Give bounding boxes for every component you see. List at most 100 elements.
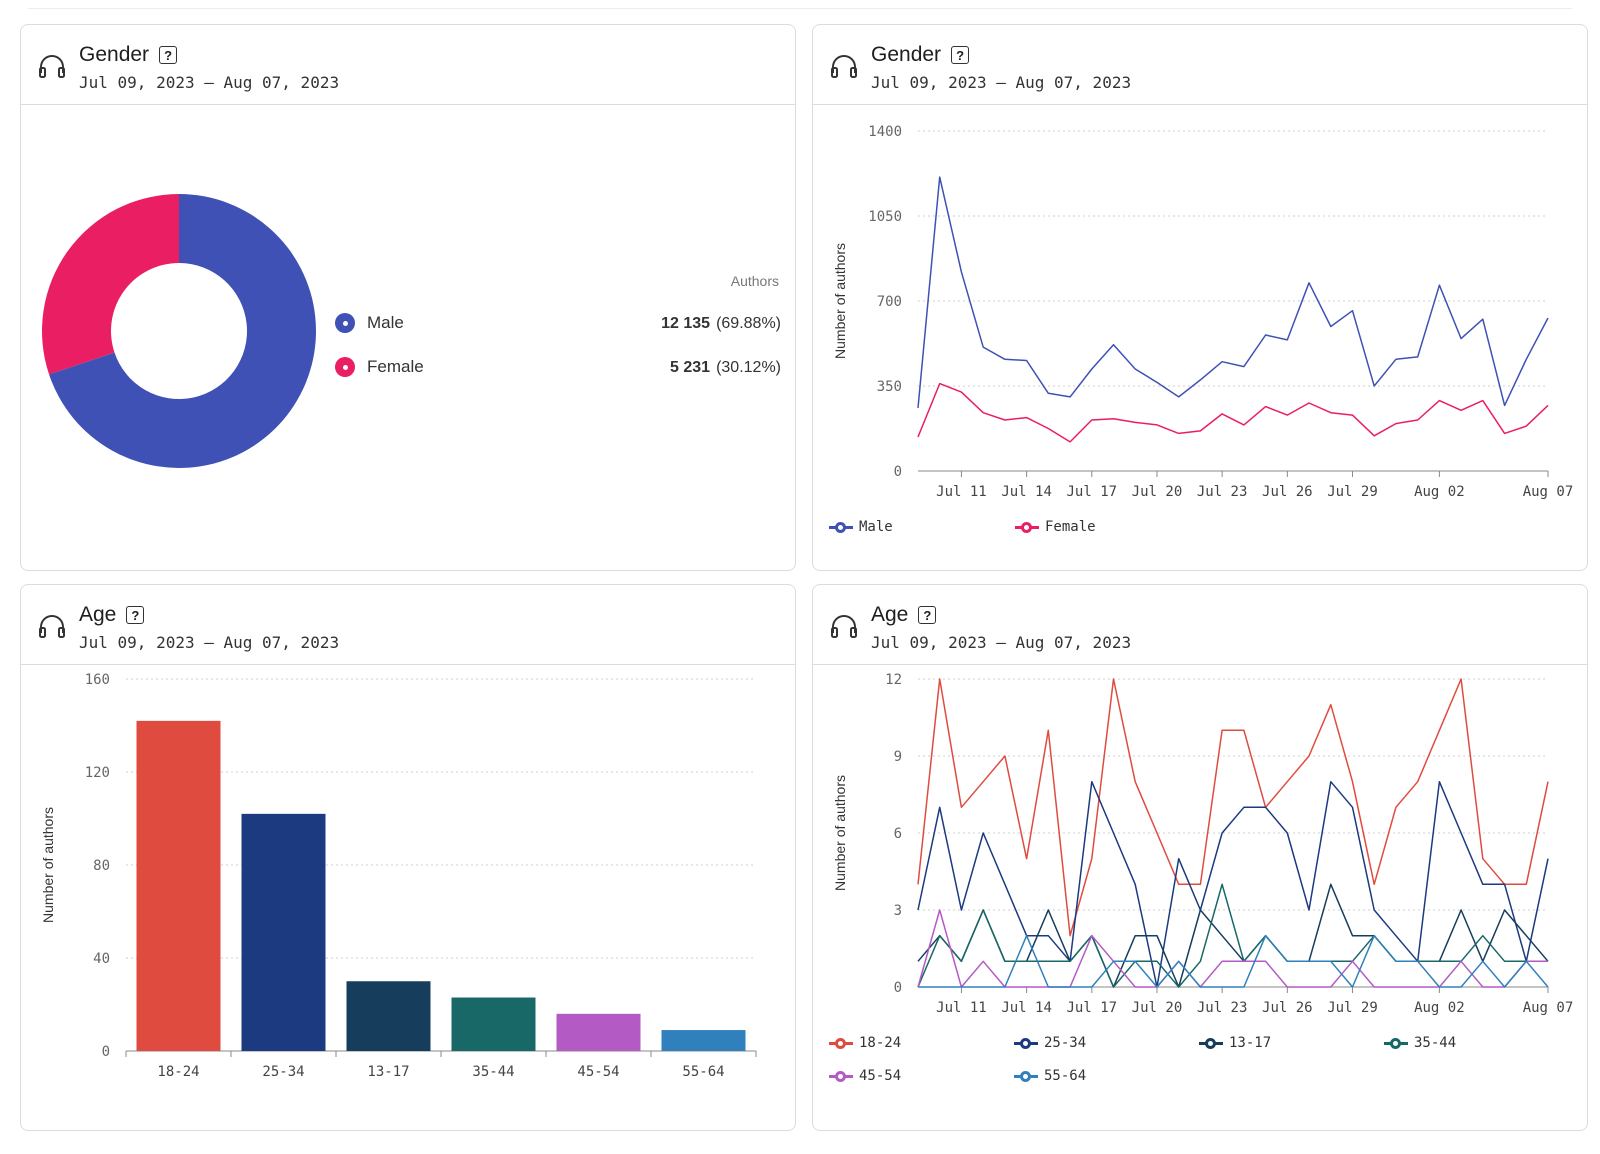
y-tick-label: 120 [85, 765, 110, 781]
x-tick-label: Jul 29 [1327, 1000, 1378, 1016]
series-line-18-24 [917, 678, 1549, 937]
age-line-chart: 0 3 6 9 12 Jul 11 Jul 14 Jul 17 Jul 20 Jul 23 Jul … [832, 672, 1574, 1016]
x-tick-label: Jul 14 [1001, 1000, 1052, 1016]
x-tick-label: Jul 29 [1327, 484, 1378, 500]
male-line-marker-icon [829, 522, 853, 533]
bar-55-64 [661, 1030, 746, 1051]
date-range: Jul 09, 2023 – Aug 07, 2023 [79, 633, 340, 652]
x-tick-label: Aug 02 [1414, 484, 1465, 500]
help-icon[interactable]: ? [951, 46, 970, 64]
series-line-female [917, 382, 1549, 443]
bar-13-17 [346, 981, 431, 1051]
x-tick-label: 45-54 [577, 1064, 619, 1080]
legend-label: 45-54 [859, 1068, 902, 1084]
y-tick-label: 0 [894, 464, 902, 480]
x-tick-label: Jul 11 [936, 1000, 987, 1016]
series-line-male [917, 176, 1549, 408]
age-line-panel: Age? Jul 09, 2023 – Aug 07, 2023 0 3 6 9 12 J… [812, 584, 1588, 1131]
series-line-25-34 [917, 780, 1549, 988]
panel-title-text: Age [79, 603, 117, 626]
y-tick-label: 0 [102, 1044, 110, 1060]
help-icon[interactable]: ? [159, 46, 178, 64]
series-line-55-64 [918, 934, 1549, 988]
legend-label: 35-44 [1414, 1035, 1457, 1051]
x-tick-label: Aug 07 [1523, 1000, 1574, 1016]
male-percent: (69.88%) [716, 315, 781, 332]
x-tick-label: Jul 11 [936, 484, 987, 500]
legend-item-male[interactable]: Male [829, 519, 893, 535]
series-line-13-17 [917, 883, 1549, 988]
female-percent: (30.12%) [716, 359, 781, 376]
legend-label: Female [1045, 519, 1096, 535]
y-tick-label: 40 [93, 951, 110, 967]
gender-line-chart: 0 350 700 1050 1400 Jul 11 Jul 14 Jul 17 Jul 20 J… [832, 124, 1574, 500]
y-tick-label: 700 [877, 294, 902, 310]
y-tick-label: 9 [894, 749, 902, 765]
legend-label: Male [367, 313, 404, 332]
legend-label: Male [859, 519, 893, 535]
y-tick-label: 12 [885, 672, 902, 688]
series-marker-icon [1384, 1038, 1408, 1049]
y-axis-label: Number of authors [832, 243, 848, 359]
legend-label: Female [367, 357, 424, 376]
legend-label: 55-64 [1044, 1068, 1087, 1084]
x-tick-label: Aug 07 [1523, 484, 1574, 500]
panel-title: Age? [871, 603, 937, 627]
gender-line-panel: Gender? Jul 09, 2023 – Aug 07, 2023 0 350… [812, 24, 1588, 571]
male-count: 12 135 [661, 315, 711, 332]
legend-item-18-24[interactable]: 18-24 [829, 1035, 901, 1051]
legend-label: 18-24 [859, 1035, 902, 1051]
bar-35-44 [451, 997, 536, 1051]
female-marker-icon [335, 357, 355, 377]
date-range: Jul 09, 2023 – Aug 07, 2023 [79, 73, 340, 92]
x-tick-label: Jul 26 [1262, 1000, 1313, 1016]
gender-donut-panel: Gender? Jul 09, 2023 – Aug 07, 2023 Auth… [20, 24, 796, 571]
legend-value-male: 12 135 (69.88%) [661, 315, 781, 333]
bar-45-54 [556, 1013, 641, 1051]
x-tick-label: Jul 17 [1067, 484, 1118, 500]
top-divider [28, 8, 1572, 9]
legend-item-male[interactable]: Male [335, 313, 404, 333]
legend-header: Authors [730, 273, 779, 289]
x-tick-label: Jul 23 [1197, 1000, 1248, 1016]
donut-slice-male [49, 194, 316, 468]
y-tick-label: 0 [894, 980, 902, 996]
help-icon[interactable]: ? [918, 606, 937, 624]
legend-item-25-34[interactable]: 25-34 [1014, 1035, 1086, 1051]
y-tick-label: 80 [93, 858, 110, 874]
legend-item-female[interactable]: Female [335, 357, 424, 377]
bar-25-34 [241, 813, 326, 1051]
legend-label: 13-17 [1229, 1035, 1272, 1051]
panel-title: Gender? [871, 43, 970, 67]
y-tick-label: 1050 [868, 209, 902, 225]
panel-header: Age? Jul 09, 2023 – Aug 07, 2023 [21, 585, 795, 665]
headphones-icon [39, 55, 65, 78]
x-tick-label: 55-64 [682, 1064, 724, 1080]
help-icon[interactable]: ? [126, 606, 145, 624]
y-tick-label: 3 [894, 903, 902, 919]
legend-item-35-44[interactable]: 35-44 [1384, 1035, 1456, 1051]
series-line-45-54 [917, 909, 1548, 988]
x-tick-label: Jul 20 [1132, 484, 1183, 500]
panel-header: Age? Jul 09, 2023 – Aug 07, 2023 [813, 585, 1587, 665]
series-marker-icon [829, 1038, 853, 1049]
x-tick-label: 35-44 [472, 1064, 514, 1080]
x-tick-label: Jul 23 [1197, 484, 1248, 500]
x-tick-label: 25-34 [262, 1064, 304, 1080]
female-line-marker-icon [1015, 522, 1039, 533]
series-marker-icon [1014, 1038, 1038, 1049]
legend-item-female[interactable]: Female [1015, 519, 1096, 535]
y-tick-label: 1400 [868, 124, 902, 140]
y-axis-label: Number of authors [40, 807, 56, 923]
legend-item-55-64[interactable]: 55-64 [1014, 1068, 1086, 1084]
legend-item-13-17[interactable]: 13-17 [1199, 1035, 1271, 1051]
date-range: Jul 09, 2023 – Aug 07, 2023 [871, 73, 1132, 92]
x-tick-label: Aug 02 [1414, 1000, 1465, 1016]
panel-title: Age? [79, 603, 145, 627]
series-marker-icon [1014, 1071, 1038, 1082]
x-tick-label: Jul 17 [1067, 1000, 1118, 1016]
legend-item-45-54[interactable]: 45-54 [829, 1068, 901, 1084]
age-bar-panel: Age? Jul 09, 2023 – Aug 07, 2023 0 40 80 12… [20, 584, 796, 1131]
series-marker-icon [1199, 1038, 1223, 1049]
panel-header: Gender? Jul 09, 2023 – Aug 07, 2023 [21, 25, 795, 105]
